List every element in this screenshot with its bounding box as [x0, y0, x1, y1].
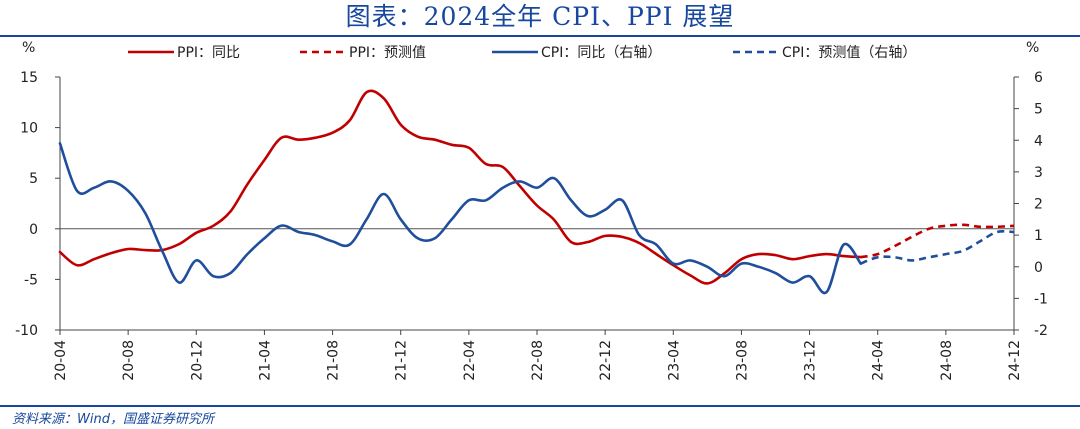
x-tick-label: 22-12	[598, 340, 614, 381]
y-right-unit: %	[1026, 40, 1039, 56]
legend-label-0: PPI：同比	[177, 45, 240, 61]
y-right-tick-label: 6	[1034, 70, 1043, 86]
y-left-unit: %	[22, 40, 35, 56]
x-tick-label: 24-04	[871, 340, 887, 381]
x-tick-label: 22-08	[530, 340, 546, 381]
x-tick-label: 24-12	[1007, 340, 1023, 381]
series-line-3	[860, 229, 1015, 265]
x-tick-label: 22-04	[462, 340, 478, 381]
series-line-2	[58, 142, 862, 295]
y-left-tick-label: -10	[15, 323, 38, 339]
y-right-tick-label: 1	[1034, 228, 1043, 244]
y-left-tick-label: 10	[20, 121, 38, 137]
chart-title: 图表：2024全年 CPI、PPI 展望	[345, 2, 735, 31]
y-left-tick-label: 5	[29, 171, 38, 187]
y-right-tick-label: 3	[1034, 165, 1043, 181]
x-tick-label: 23-12	[803, 340, 819, 381]
y-left-tick-label: -5	[24, 272, 38, 288]
y-right-tick-label: -2	[1034, 323, 1048, 339]
series-line-1	[860, 223, 1015, 259]
y-right-tick-label: 5	[1034, 102, 1043, 118]
x-tick-label: 21-08	[326, 340, 342, 381]
x-tick-label: 21-04	[257, 340, 273, 381]
series-line-0	[58, 89, 862, 285]
x-tick-label: 20-12	[189, 340, 205, 381]
x-tick-label: 23-04	[666, 340, 682, 381]
y-right-tick-label: -1	[1034, 291, 1048, 307]
title-rule	[0, 35, 1080, 37]
y-left-tick-label: 0	[29, 222, 38, 238]
y-right-tick-label: 4	[1034, 133, 1043, 149]
source-rule	[0, 405, 1080, 407]
legend-label-1: PPI：预测值	[349, 45, 426, 61]
x-tick-label: 20-08	[121, 340, 137, 381]
y-right-tick-label: 0	[1034, 260, 1043, 276]
source-note: 资料来源：Wind，国盛证券研究所	[12, 412, 214, 427]
y-right-tick-label: 2	[1034, 197, 1043, 213]
legend-label-3: CPI：预测值（右轴）	[782, 45, 916, 61]
legend-label-2: CPI：同比（右轴）	[541, 45, 661, 61]
x-tick-label: 20-04	[53, 340, 69, 381]
x-tick-label: 24-08	[939, 340, 955, 381]
x-tick-label: 23-08	[734, 340, 750, 381]
x-tick-label: 21-12	[394, 340, 410, 381]
y-left-tick-label: 15	[20, 70, 38, 86]
